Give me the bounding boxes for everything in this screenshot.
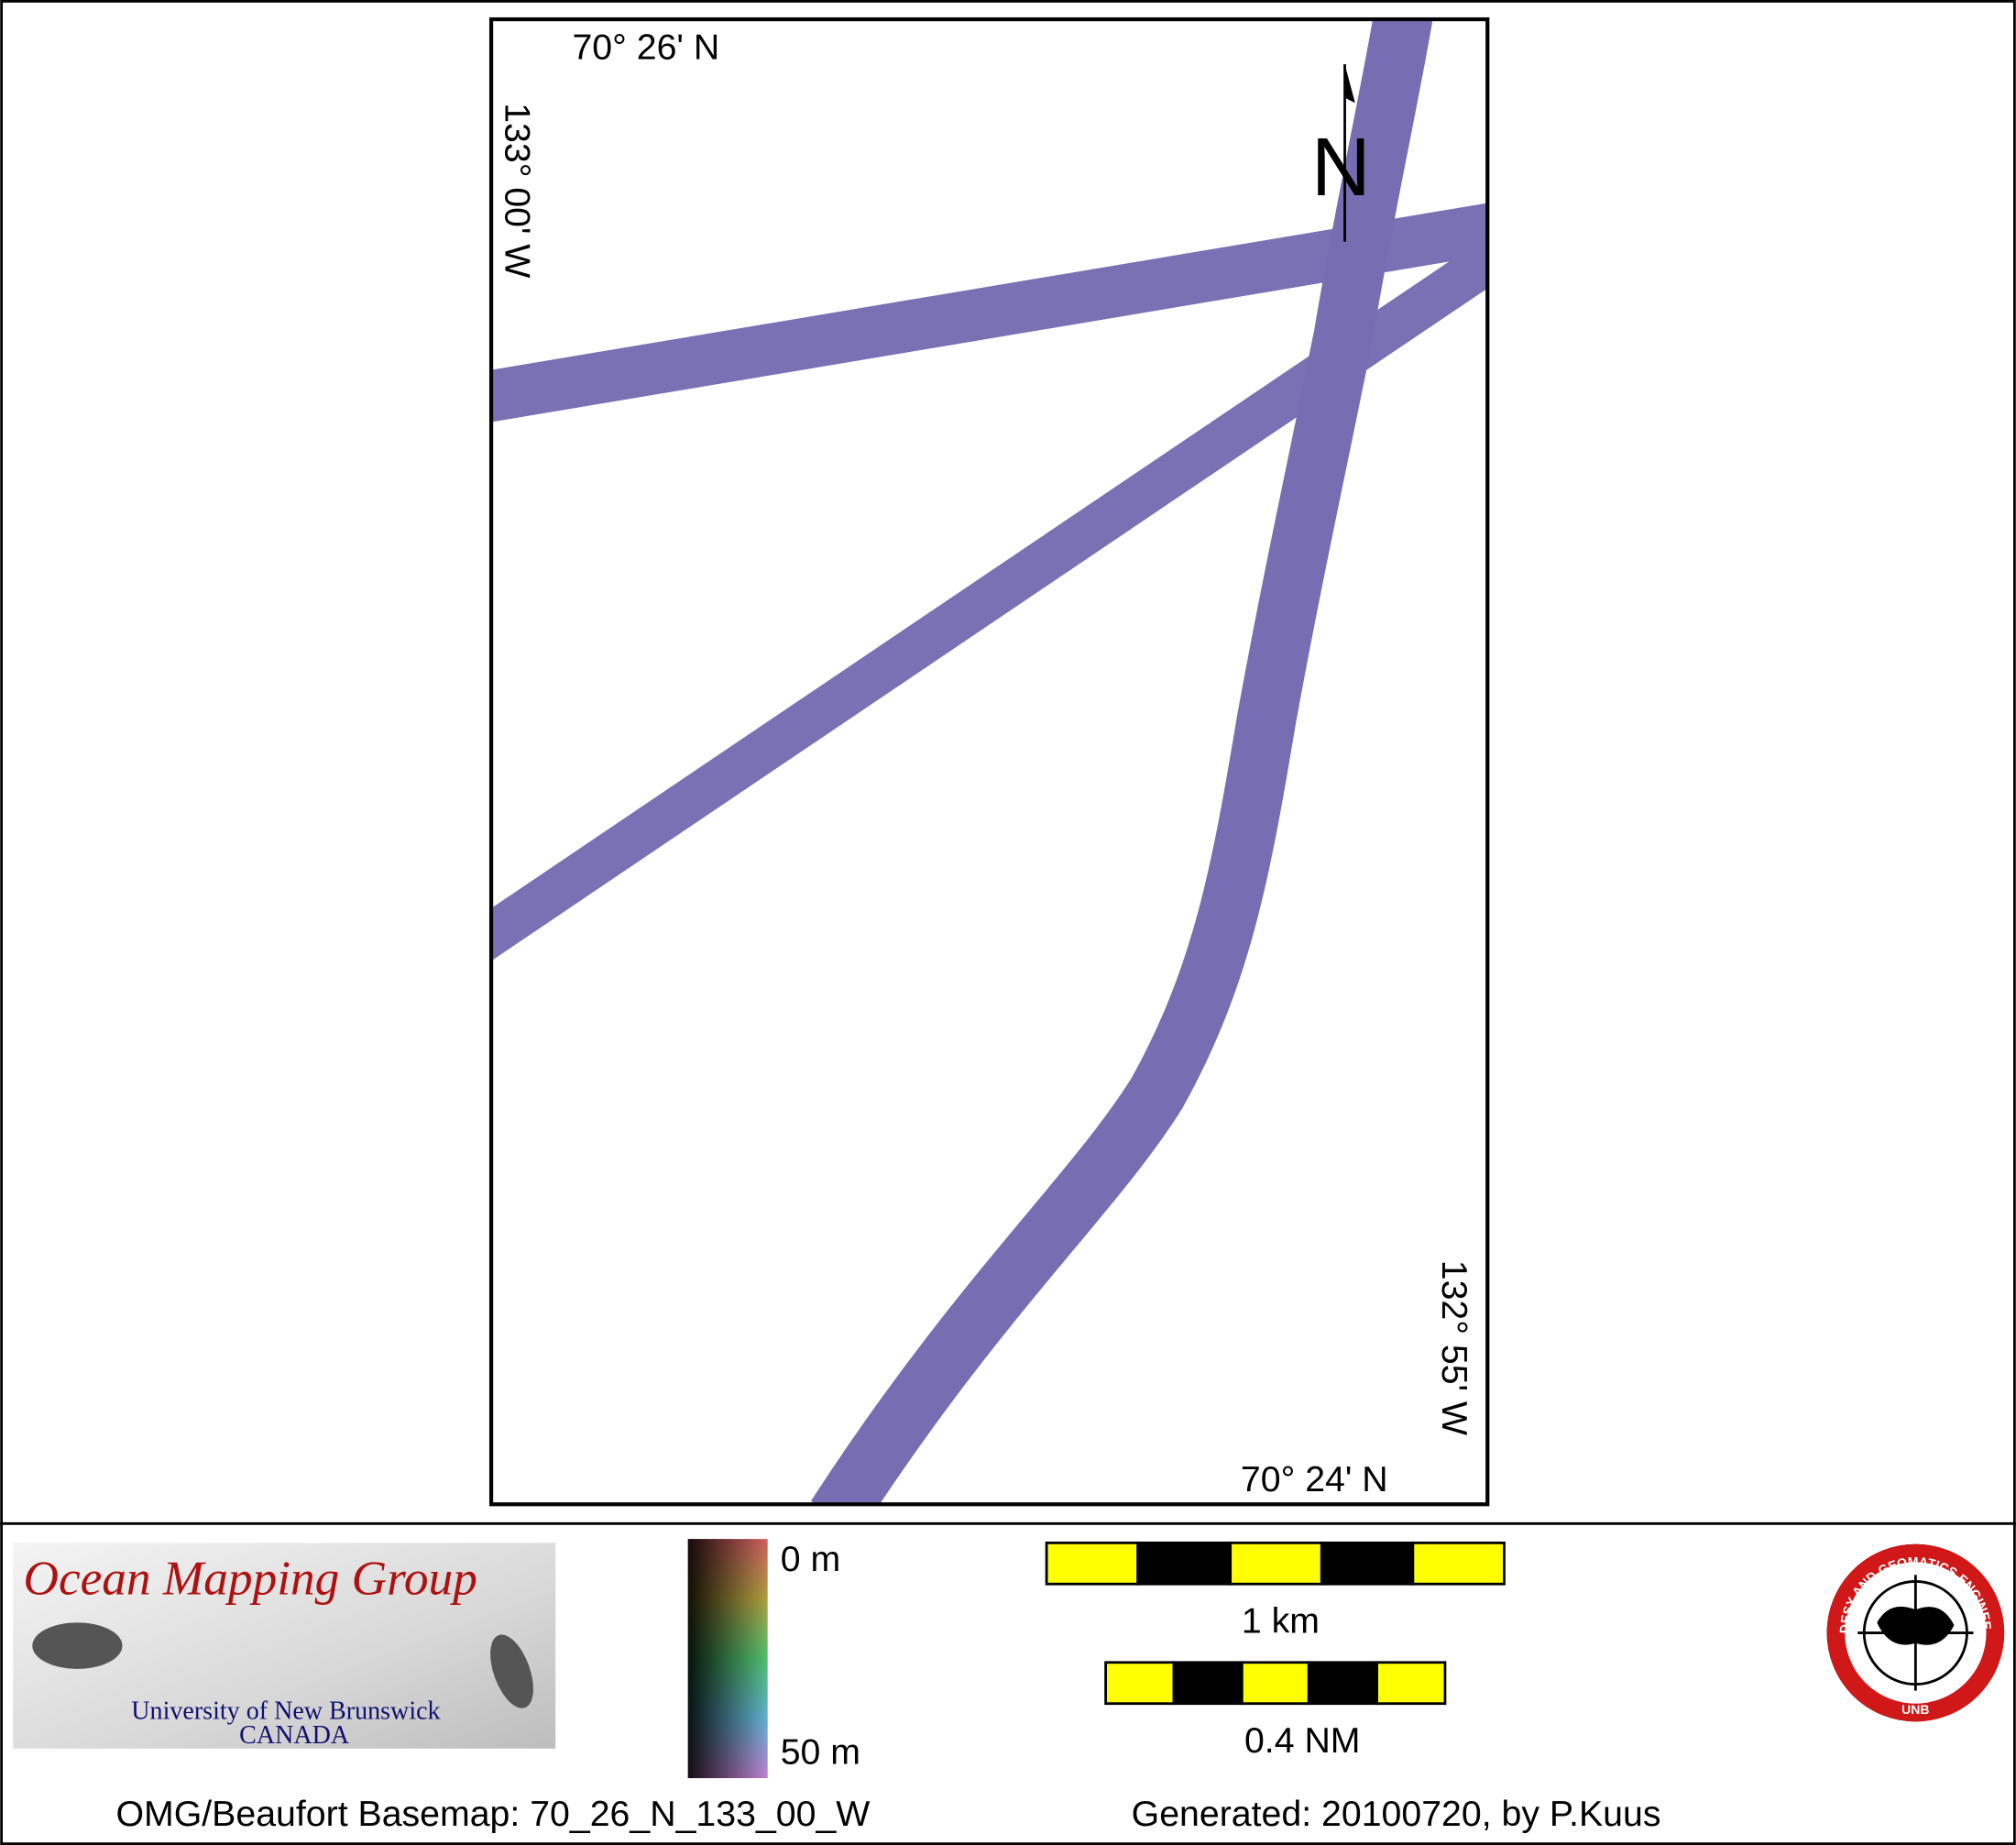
north-label: N: [1311, 122, 1371, 214]
colorbar-label: 0 m: [781, 1539, 840, 1579]
swath: [810, 19, 1433, 1505]
logo-title: Ocean Mapping Group: [23, 1551, 477, 1605]
scale-label: 0.4 NM: [1244, 1720, 1361, 1761]
footer-basemap: OMG/Beaufort Basemap: 70_26_N_133_00_W: [115, 1794, 870, 1834]
footer-generated: Generated: 20100720, by P.Kuus: [1132, 1794, 1661, 1834]
swaths: [491, 19, 1488, 1505]
colorbar: 0 m 50 m: [687, 1539, 860, 1779]
north-arrow: N: [1311, 64, 1371, 242]
logo-bottom-text: UNB: [1901, 1702, 1929, 1717]
lon-label: 133° 00' W: [498, 103, 538, 278]
scale-bar-km: [1045, 1541, 1506, 1586]
lon-label: 132° 55' W: [1434, 1260, 1474, 1435]
logo-university: University of New Brunswick: [131, 1697, 441, 1726]
lat-label: 70° 26' N: [572, 27, 719, 68]
colorbar-label: 50 m: [781, 1732, 860, 1773]
map-frame: [488, 16, 1490, 1507]
scale-label: 1 km: [1242, 1601, 1320, 1642]
scale-bar-nm: [1104, 1661, 1447, 1706]
lat-label: 70° 24' N: [1241, 1459, 1388, 1499]
logo-country: CANADA: [239, 1721, 350, 1750]
omg-logo: Ocean Mapping Group University of New Br…: [13, 1543, 556, 1750]
